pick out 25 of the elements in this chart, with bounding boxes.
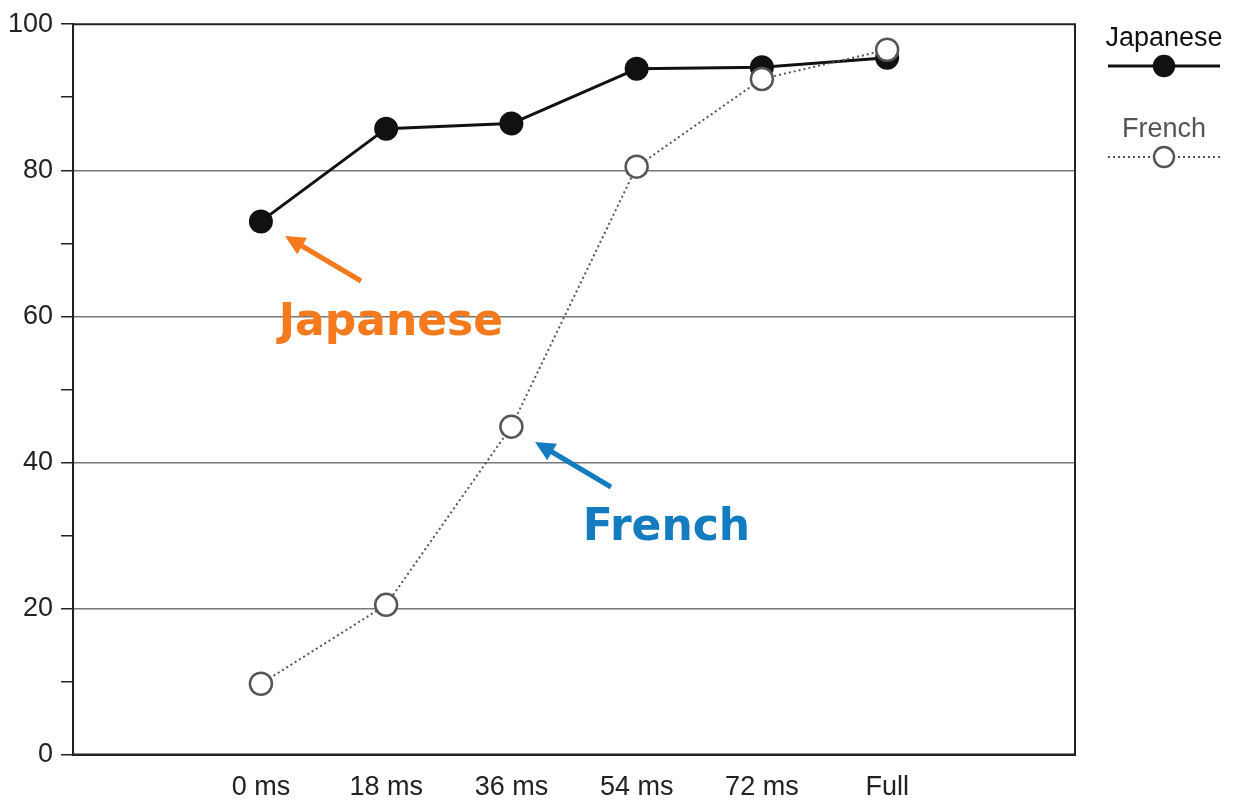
- x-tick-label: 72 ms: [725, 771, 799, 802]
- y-tick-label: 20: [23, 591, 54, 622]
- y-tick-label: 80: [23, 153, 54, 184]
- point: [374, 116, 399, 141]
- y-tick-label: 100: [7, 7, 54, 38]
- y-tick-label: 40: [23, 445, 54, 476]
- point: [874, 37, 900, 63]
- x-tick-label: Full: [865, 771, 909, 802]
- point: [499, 111, 524, 136]
- point: [373, 592, 399, 618]
- point: [624, 56, 649, 81]
- y-tick-label: 0: [38, 738, 54, 769]
- x-tick-label: 0 ms: [231, 771, 291, 802]
- text: French: [1120, 113, 1207, 144]
- point: [248, 209, 273, 234]
- x-tick-label: 54 ms: [599, 771, 674, 802]
- point: [749, 66, 775, 92]
- point: [624, 154, 649, 179]
- annotation: French: [582, 499, 751, 551]
- x-tick-label: 36 ms: [474, 771, 549, 802]
- x-tick-label: 18 ms: [349, 771, 423, 802]
- y-tick-label: 60: [23, 299, 54, 330]
- point: [499, 414, 524, 439]
- point: [248, 671, 274, 696]
- text: Japanese: [1104, 22, 1224, 53]
